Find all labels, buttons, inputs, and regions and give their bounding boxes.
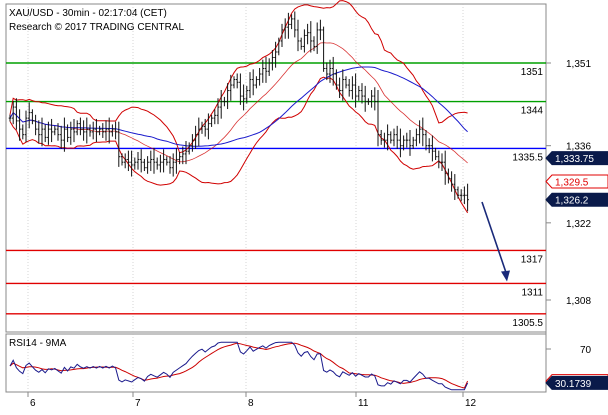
time-axis-label-7: 7: [135, 398, 141, 409]
level-label-1344: 1344: [521, 106, 544, 117]
price-tag-1,326.2-box: [545, 192, 608, 207]
rsi-title: RSI14 - 9MA: [9, 338, 67, 349]
bollinger-upper-line: [9, 0, 468, 154]
price-axis-label-1,322: 1,322: [566, 219, 591, 230]
price-tag-1,326.2: 1,326.2: [555, 196, 589, 207]
bollinger-bands: [9, 0, 469, 214]
chart-source: Research © 2017 TRADING CENTRAL: [9, 22, 184, 33]
forecast-arrow: [481, 201, 510, 282]
time-axis-label-6: 6: [30, 398, 36, 409]
level-label-1335.5: 1335.5: [512, 152, 543, 163]
rsi-lines: [9, 341, 469, 391]
level-label-1351: 1351: [521, 67, 544, 78]
moving-average-line: [9, 66, 468, 147]
price-axis: 1,351 1,336 1,322 1,308 70: [546, 59, 592, 356]
price-axis-label-1,308: 1,308: [566, 296, 591, 307]
chart-title: XAU/USD - 30min - 02:17:04 (CET): [9, 8, 167, 19]
price-tags: 1,333.751,329.51,326.232.199530.1739: [545, 151, 608, 390]
price-axis-label-1,336: 1,336: [566, 142, 591, 153]
time-axis-label-8: 8: [248, 398, 254, 409]
forecast-arrow-shaft: [481, 201, 508, 276]
rsi-axis-label-70: 70: [580, 345, 592, 356]
rsi-signal-line: [9, 342, 469, 389]
bollinger-lower-line: [9, 76, 469, 214]
time-axis-label-12: 12: [465, 398, 477, 409]
price-axis-label-1,351: 1,351: [566, 59, 591, 70]
forecast-arrow-head: [501, 270, 510, 282]
moving-average: [9, 66, 468, 147]
rsi-tag-30.1739: 30.1739: [555, 379, 592, 390]
price-tag-1,333.75: 1,333.75: [555, 154, 594, 165]
rsi-tag-30.1739-box: [545, 375, 608, 390]
price-tag-1,329.5-box: [545, 174, 608, 189]
level-label-1311: 1311: [521, 287, 543, 298]
rsi-line: [9, 341, 469, 391]
time-axis-label-11: 11: [358, 398, 369, 409]
price-bars: [8, 11, 469, 212]
bollinger-middle-line: [9, 42, 468, 164]
level-label-1317: 1317: [521, 254, 544, 265]
time-axis: 6 7 8 11 12: [27, 392, 477, 409]
price-tag-1,333.75-group: 1,333.75: [545, 151, 608, 166]
rsi-tag-30.1739-group: 30.1739: [545, 375, 608, 390]
price-tag-1,329.5: 1,329.5: [555, 178, 589, 189]
price-tag-1,326.2-group: 1,326.2: [545, 192, 608, 207]
level-label-1305.5: 1305.5: [512, 318, 543, 329]
price-tag-1,333.75-box: [545, 151, 608, 166]
support-resistance-levels: 1351 1344 1335.5 1317 1311 1305.5: [6, 62, 546, 329]
price-tag-1,329.5-group: 1,329.5: [545, 174, 608, 189]
